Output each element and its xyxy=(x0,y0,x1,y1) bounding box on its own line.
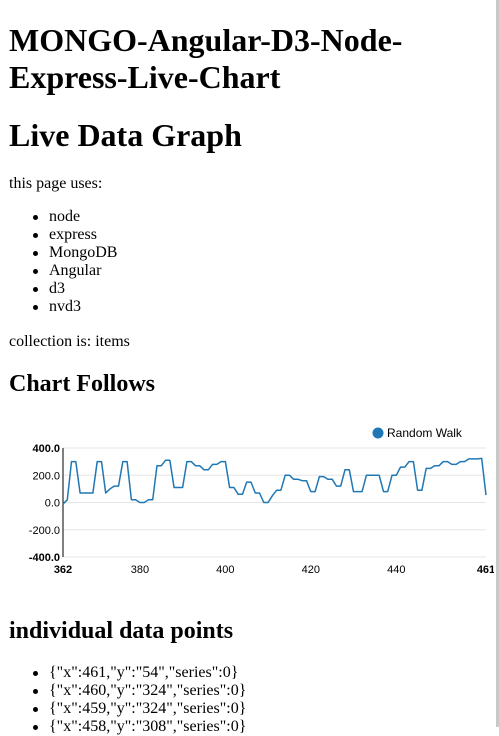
x-tick-label: 420 xyxy=(302,564,320,576)
y-tick-label: 0.0 xyxy=(45,498,60,510)
collection-text: collection is: items xyxy=(9,333,130,350)
list-item: d3 xyxy=(9,280,117,298)
list-item: nvd3 xyxy=(9,298,117,316)
y-tick-label: -400.0 xyxy=(29,552,60,564)
list-item: MongoDB xyxy=(9,244,117,262)
list-item: Angular xyxy=(9,262,117,280)
y-tick-label: -200.0 xyxy=(29,525,60,537)
x-tick-label: 400 xyxy=(216,564,234,576)
list-item: express xyxy=(9,226,117,244)
y-tick-label: 200.0 xyxy=(32,470,60,482)
list-item: {"x":460,"y":"324","series":0} xyxy=(9,682,246,700)
series-line xyxy=(62,457,487,505)
x-tick-label: 440 xyxy=(387,564,405,576)
page-scrollbar[interactable] xyxy=(496,0,499,727)
technology-list: node express MongoDB Angular d3 nvd3 xyxy=(9,208,117,316)
graph-title: Live Data Graph xyxy=(9,117,242,153)
uses-label: this page uses: xyxy=(9,175,103,192)
data-points-list: {"x":461,"y":"54","series":0} {"x":460,"… xyxy=(9,664,246,736)
list-item: {"x":459,"y":"324","series":0} xyxy=(9,700,246,718)
x-tick-label: 461 xyxy=(477,564,494,576)
list-item: {"x":461,"y":"54","series":0} xyxy=(9,664,246,682)
legend-label: Random Walk xyxy=(387,426,463,440)
points-section-title: individual data points xyxy=(9,618,234,644)
y-tick-label: 400.0 xyxy=(32,443,60,455)
scrollbar-thumb[interactable] xyxy=(496,0,499,727)
list-item: {"x":458,"y":"308","series":0} xyxy=(9,718,246,736)
list-item: node xyxy=(9,208,117,226)
x-tick-label: 362 xyxy=(54,564,72,576)
chart-section-title: Chart Follows xyxy=(9,371,155,397)
legend-marker xyxy=(372,427,384,439)
site-title: MONGO-Angular-D3-Node-Express-Live-Chart xyxy=(9,22,403,95)
x-tick-label: 380 xyxy=(131,564,149,576)
